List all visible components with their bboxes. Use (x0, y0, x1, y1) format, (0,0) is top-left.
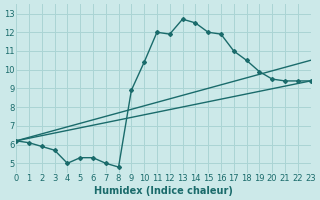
X-axis label: Humidex (Indice chaleur): Humidex (Indice chaleur) (94, 186, 233, 196)
